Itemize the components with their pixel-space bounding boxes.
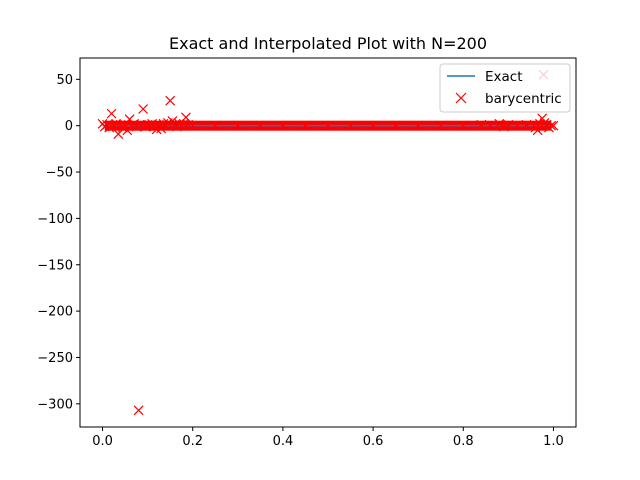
barycentric-point	[156, 123, 167, 134]
barycentric-point	[232, 120, 243, 131]
barycentric-point	[133, 405, 144, 416]
barycentric-point	[210, 120, 221, 131]
x-tick-label: 0.8	[453, 434, 474, 449]
x-tick-label: 0.2	[182, 434, 203, 449]
chart-title: Exact and Interpolated Plot with N=200	[169, 34, 487, 53]
y-tick-label: 0	[65, 119, 73, 134]
barycentric-point	[255, 120, 266, 131]
legend-exact-label: Exact	[485, 69, 523, 85]
barycentric-point	[512, 120, 523, 131]
barycentric-point	[106, 108, 117, 119]
barycentric-point	[503, 119, 514, 130]
y-tick-label: −50	[46, 166, 73, 181]
y-tick-label: −100	[37, 212, 73, 227]
barycentric-point	[113, 129, 124, 139]
x-tick-label: 1.0	[543, 434, 564, 449]
y-tick-label: −150	[37, 258, 73, 273]
barycentric-point	[390, 120, 401, 131]
axes-frame	[79, 57, 577, 428]
x-tick-label: 0.0	[92, 434, 113, 449]
barycentric-point	[485, 120, 496, 131]
barycentric-point	[181, 112, 191, 123]
barycentric-point	[435, 120, 446, 131]
axes: 0.0 0.2 0.4 0.6 0.8 1.0 50 0 −50 −100 −150 −200 −250…	[37, 57, 577, 449]
barycentric-point	[548, 120, 559, 131]
barycentric-point	[323, 120, 333, 131]
y-tick-label: −300	[37, 397, 73, 412]
barycentric-point	[138, 104, 149, 114]
barycentric-point	[413, 120, 424, 131]
legend-barycentric-label: barycentric	[485, 91, 562, 107]
barycentric-point	[345, 120, 356, 131]
barycentric-point	[494, 118, 505, 129]
barycentric-point	[476, 119, 487, 130]
barycentric-point	[521, 119, 532, 130]
barycentric-point	[165, 95, 176, 106]
plot-area	[97, 69, 559, 416]
barycentric-point	[458, 120, 469, 131]
x-tick-label: 0.4	[273, 434, 294, 449]
barycentric-point	[537, 113, 548, 124]
barycentric-point	[546, 120, 557, 131]
y-tick-label: −250	[37, 351, 73, 366]
x-tick-label: 0.6	[363, 434, 384, 449]
y-tick-label: −200	[37, 305, 73, 320]
barycentric-point	[368, 120, 379, 131]
legend-barycentric-marker	[455, 92, 467, 104]
barycentric-point	[277, 120, 288, 131]
barycentric-point	[300, 120, 311, 131]
y-tick-label: 50	[56, 73, 73, 88]
legend: Exact barycentric	[439, 63, 571, 113]
barycentric-point	[187, 120, 198, 131]
